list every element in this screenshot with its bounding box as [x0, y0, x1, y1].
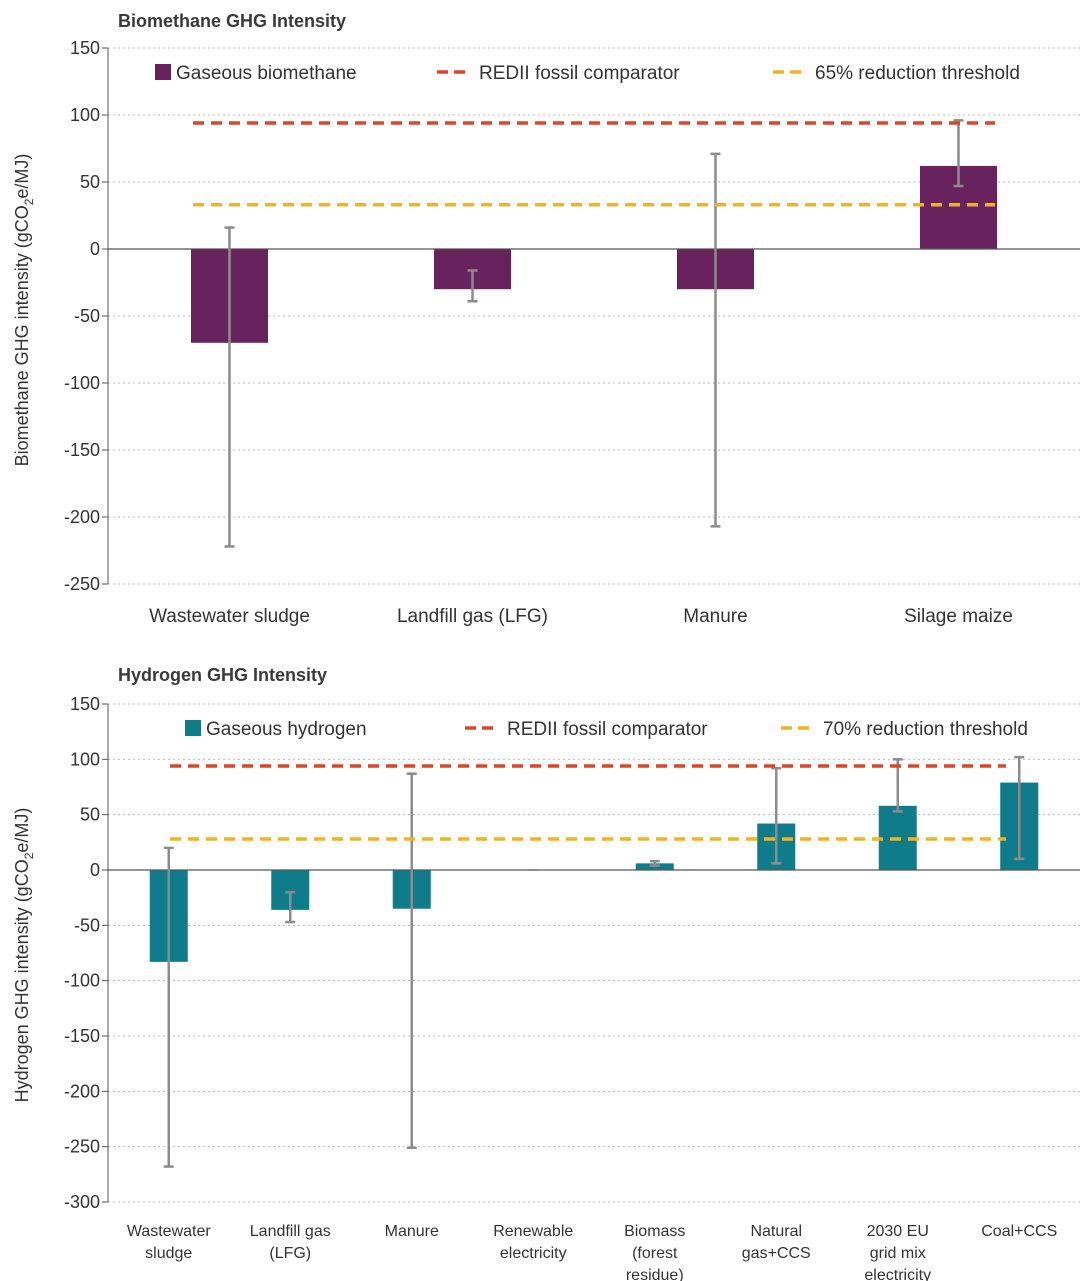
reference-lines — [170, 764, 1006, 841]
category-label-line: Renewable — [493, 1223, 573, 1240]
category-label-line: (forest — [632, 1245, 678, 1262]
y-tick-label: 50 — [80, 805, 100, 825]
y-tick-label: -50 — [74, 306, 100, 326]
y-tick-label: -100 — [64, 971, 100, 991]
category-label: Landfill gas (LFG) — [250, 1223, 331, 1262]
y-tick-label: 0 — [90, 860, 100, 880]
category-label: Manure — [683, 606, 747, 627]
category-label-line: Manure — [683, 606, 747, 627]
category-label-line: electricity — [864, 1267, 931, 1281]
legend-label: 65% reduction threshold — [815, 63, 1020, 84]
category-label: Biomass (forest residue) — [624, 1223, 685, 1281]
legend-label: Gaseous hydrogen — [206, 719, 367, 740]
axes — [107, 48, 1080, 584]
y-tick-label: -250 — [64, 1137, 100, 1157]
category-label-line: grid mix — [870, 1245, 926, 1262]
category-label-line: Wastewater — [127, 1223, 212, 1240]
category-label-line: Landfill gas — [250, 1223, 331, 1240]
y-tick-label: 100 — [70, 105, 100, 125]
legend-label: 70% reduction threshold — [823, 719, 1028, 740]
category-label-line: sludge — [145, 1245, 192, 1262]
category-label: Renewable electricity — [493, 1223, 573, 1262]
y-tick-label: 100 — [70, 749, 100, 769]
bars — [149, 782, 1039, 962]
category-label: Landfill gas (LFG) — [397, 606, 548, 627]
category-label: Wastewater sludge — [127, 1223, 212, 1262]
y-tick-label: -200 — [64, 507, 100, 527]
category-label-line: Biomass — [624, 1223, 685, 1240]
category-label-line: Natural — [750, 1223, 802, 1240]
category-labels: Wastewater sludge Landfill gas (LFG) Manur… — [149, 606, 1013, 627]
gridlines — [108, 703, 1080, 1203]
y-tick-label: -150 — [64, 1026, 100, 1046]
category-label: Silage maize — [904, 606, 1013, 627]
legend-swatch — [155, 64, 171, 80]
legend-label: REDII fossil comparator — [479, 63, 680, 84]
legend-label: Gaseous biomethane — [176, 63, 357, 84]
error-bars — [163, 755, 1025, 1168]
category-label: 2030 EU grid mix electricity — [864, 1223, 931, 1281]
legend: Gaseous hydrogen REDII fossil comparator 7… — [185, 719, 1028, 740]
error-bars — [224, 119, 964, 548]
y-tick-label: 50 — [80, 172, 100, 192]
category-label-line: Landfill gas (LFG) — [397, 606, 548, 627]
hydrogen-chart: Hydrogen GHG Intensity Hydrogen GHG inte… — [12, 665, 1080, 1281]
y-tick-label: -250 — [64, 574, 100, 594]
y-tick-label: -300 — [64, 1192, 100, 1212]
biomethane-chart: Biomethane GHG Intensity Biomethane GHG … — [12, 11, 1080, 627]
category-label-line: residue) — [626, 1267, 684, 1281]
reference-lines — [193, 121, 995, 207]
y-axis-label: Biomethane GHG intensity (gCO2e/MJ) — [12, 154, 36, 467]
category-label-line: 2030 EU — [867, 1223, 929, 1240]
category-label-line: Silage maize — [904, 606, 1013, 627]
y-tick-label: 150 — [70, 694, 100, 714]
legend: Gaseous biomethane REDII fossil comparato… — [155, 63, 1020, 84]
legend-label: REDII fossil comparator — [507, 719, 708, 740]
y-axis-label: Hydrogen GHG intensity (gCO2e/MJ) — [12, 808, 36, 1103]
axes — [107, 704, 1080, 1202]
y-tick-label: -200 — [64, 1081, 100, 1101]
category-label-line: electricity — [500, 1245, 567, 1262]
y-ticks: 150 100 50 0 -50 -100 -150 -200 -250 — [64, 38, 108, 594]
category-label-line: (LFG) — [269, 1245, 311, 1262]
category-label-line: Manure — [385, 1223, 439, 1240]
legend-swatch — [185, 720, 201, 736]
chart-title: Hydrogen GHG Intensity — [118, 665, 327, 685]
category-label-line: gas+CCS — [742, 1245, 811, 1262]
y-tick-label: 0 — [90, 239, 100, 259]
y-tick-label: 150 — [70, 38, 100, 58]
category-labels: Wastewater sludge Landfill gas (LFG) Manure R… — [127, 1223, 1057, 1281]
category-label-line: Wastewater sludge — [149, 606, 310, 627]
category-label: Manure — [385, 1223, 439, 1240]
category-label: Coal+CCS — [981, 1223, 1057, 1240]
y-ticks: 150 100 50 0 -50 -100 -150 -200 -250 -300 — [64, 694, 108, 1212]
gridlines — [108, 47, 1080, 585]
chart-title: Biomethane GHG Intensity — [118, 11, 346, 31]
y-tick-label: -50 — [74, 915, 100, 935]
y-tick-label: -150 — [64, 440, 100, 460]
category-label: Wastewater sludge — [149, 606, 310, 627]
category-label-line: Coal+CCS — [981, 1223, 1057, 1240]
category-label: Natural gas+CCS — [742, 1223, 811, 1262]
y-tick-label: -100 — [64, 373, 100, 393]
